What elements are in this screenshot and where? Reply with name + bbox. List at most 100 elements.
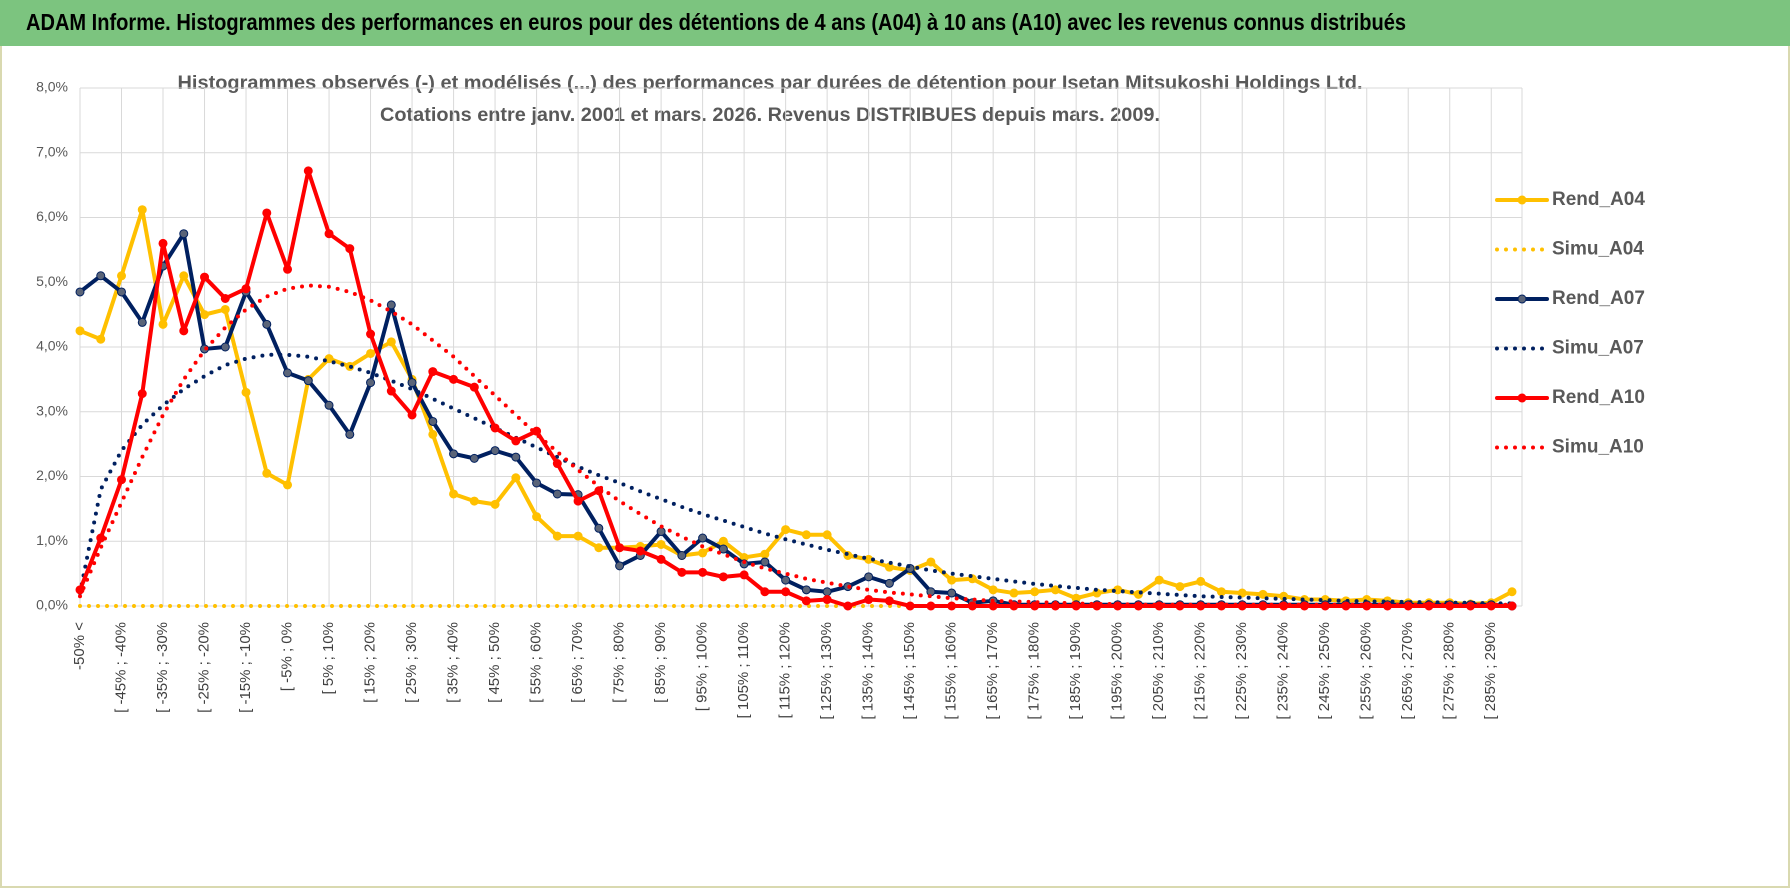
data-point: [781, 587, 791, 597]
x-tick-label: [ 185% ; 190%: [1067, 622, 1084, 720]
x-tick-label: [ 65% ; 70%: [569, 622, 586, 703]
data-point: [1507, 587, 1517, 597]
data-point: [75, 287, 85, 297]
data-point: [324, 400, 334, 410]
header-bar: [0, 0, 1790, 46]
legend-marker: [1517, 195, 1527, 205]
data-point: [262, 468, 272, 478]
x-tick-label: [ 105% ; 110%: [735, 622, 752, 718]
data-point: [1424, 601, 1434, 611]
data-point: [324, 229, 334, 239]
data-point: [220, 304, 230, 314]
data-point: [1009, 601, 1019, 611]
x-tick-label: [ 5% ; 10%: [320, 622, 337, 695]
data-point: [1175, 582, 1185, 592]
legend-label: Rend_A07: [1552, 288, 1645, 309]
data-point: [407, 378, 417, 388]
x-tick-label: [ 265% ; 270%: [1399, 622, 1416, 720]
data-point: [449, 449, 459, 459]
data-point: [573, 496, 583, 506]
series-line: [78, 168, 1514, 608]
data-point: [718, 536, 728, 546]
data-point: [947, 601, 957, 611]
x-tick-label: [ 215% ; 220%: [1192, 622, 1209, 720]
data-point: [781, 525, 791, 535]
y-tick-label: 8,0%: [36, 79, 68, 95]
data-point: [594, 543, 604, 553]
data-point: [864, 572, 874, 582]
data-point: [283, 264, 293, 274]
x-tick-label: [ 55% ; 60%: [528, 622, 545, 703]
data-point: [386, 337, 396, 347]
data-point: [345, 429, 355, 439]
x-tick-label: [ 285% ; 290%: [1482, 622, 1499, 720]
x-tick-label: [ 25% ; 30%: [403, 622, 420, 703]
data-point: [179, 229, 189, 239]
x-tick-label: [ 195% ; 200%: [1109, 622, 1126, 720]
data-point: [366, 348, 376, 358]
data-point: [532, 512, 542, 522]
y-tick-label: 1,0%: [36, 532, 68, 548]
data-point: [1030, 587, 1040, 597]
data-point: [137, 205, 147, 215]
legend-label: Rend_A10: [1552, 387, 1645, 408]
data-point: [967, 601, 977, 611]
data-point: [552, 489, 562, 499]
legend-marker: [1517, 294, 1527, 304]
data-point: [698, 548, 708, 558]
x-tick-label: [ 155% ; 160%: [943, 622, 960, 720]
x-tick-label: [ -45% ; -40%: [112, 622, 129, 713]
data-point: [158, 238, 168, 248]
x-tick-label: -50% <: [71, 622, 88, 670]
data-point: [241, 387, 251, 397]
data-point: [864, 595, 874, 605]
series-line: [78, 283, 1514, 607]
data-point: [490, 446, 500, 456]
data-point: [988, 585, 998, 595]
data-point: [1258, 589, 1268, 599]
data-point: [386, 300, 396, 310]
data-point: [511, 436, 521, 446]
x-tick-label: [ 75% ; 80%: [611, 622, 628, 703]
data-point: [345, 244, 355, 254]
legend-label: Simu_A04: [1552, 239, 1644, 260]
data-point: [988, 601, 998, 611]
series-line: [78, 352, 1514, 606]
data-point: [552, 531, 562, 541]
data-point: [677, 550, 687, 560]
data-point: [490, 499, 500, 509]
data-point: [532, 478, 542, 488]
data-point: [822, 530, 832, 540]
data-point: [781, 575, 791, 585]
data-point: [428, 367, 438, 377]
data-point: [469, 496, 479, 506]
data-point: [428, 416, 438, 426]
data-point: [947, 588, 957, 598]
data-point: [635, 546, 645, 556]
data-point: [469, 453, 479, 463]
x-tick-label: [ 245% ; 250%: [1316, 622, 1333, 720]
data-point: [822, 587, 832, 597]
data-point: [1050, 585, 1060, 595]
data-point: [283, 368, 293, 378]
data-point: [490, 423, 500, 433]
data-point: [801, 530, 811, 540]
x-tick-label: [ 255% ; 260%: [1358, 622, 1375, 720]
data-point: [739, 570, 749, 580]
legend-label: Simu_A07: [1552, 338, 1644, 359]
data-point: [469, 382, 479, 392]
data-point: [366, 378, 376, 388]
data-point: [1216, 587, 1226, 597]
data-point: [801, 596, 811, 606]
data-point: [137, 389, 147, 399]
data-point: [698, 567, 708, 577]
x-tick-label: [ 145% ; 150%: [901, 622, 918, 720]
data-point: [200, 272, 210, 282]
y-tick-label: 3,0%: [36, 402, 68, 418]
data-point: [905, 601, 915, 611]
x-tick-label: [ -15% ; -10%: [237, 622, 254, 713]
data-point: [117, 475, 127, 485]
y-tick-label: 0,0%: [36, 597, 68, 613]
series-line: [78, 207, 1514, 607]
